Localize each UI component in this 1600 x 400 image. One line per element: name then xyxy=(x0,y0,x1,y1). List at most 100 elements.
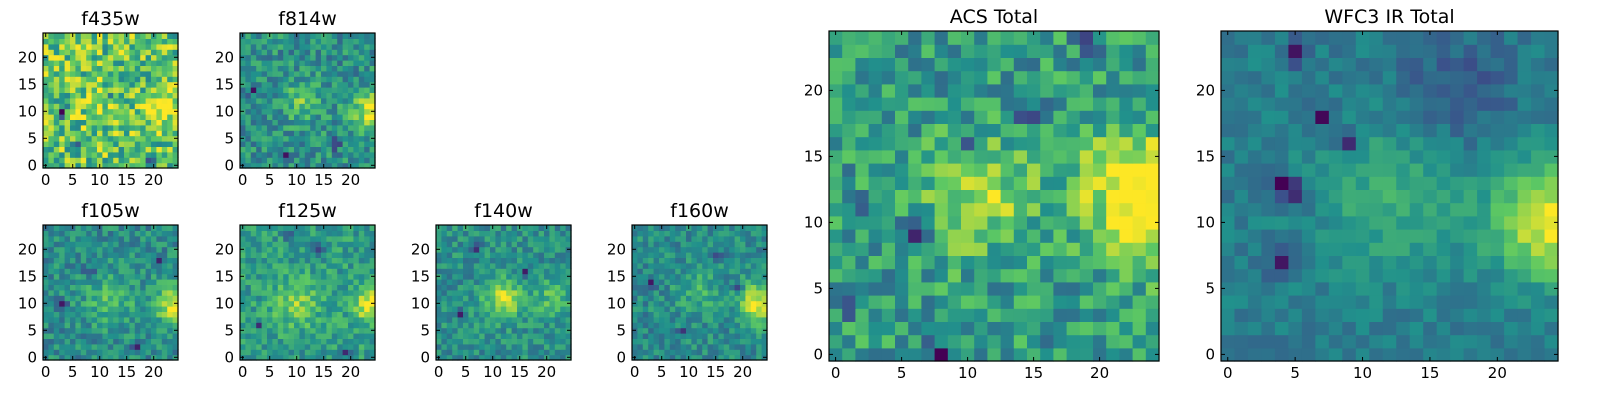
heatmap-cell xyxy=(315,151,322,158)
heatmap-cell xyxy=(756,273,763,280)
heatmap-cell xyxy=(1436,321,1451,336)
heatmap-cell xyxy=(43,119,49,126)
heatmap-cell xyxy=(1145,202,1160,217)
heatmap-cell xyxy=(544,230,550,237)
heatmap-cell xyxy=(97,49,103,56)
heatmap-cell xyxy=(868,149,883,164)
heatmap-cell xyxy=(97,273,103,280)
heatmap-cell xyxy=(506,327,513,334)
heatmap-cell xyxy=(436,241,442,248)
heatmap-cell xyxy=(1382,242,1397,256)
heatmap-cell xyxy=(702,246,709,253)
heatmap-cell xyxy=(97,295,103,302)
heatmap-cell xyxy=(261,241,268,248)
heatmap-cell xyxy=(245,157,252,164)
heatmap-cell xyxy=(267,262,273,269)
heatmap-cell xyxy=(64,97,71,104)
heatmap-cell xyxy=(70,322,76,329)
heatmap-cell xyxy=(124,268,130,275)
heatmap-cell xyxy=(315,65,322,72)
heatmap-cell xyxy=(102,273,109,280)
heatmap-cell xyxy=(48,76,55,83)
heatmap-cell xyxy=(1369,255,1384,270)
heatmap-cell xyxy=(245,268,252,275)
heatmap-cell xyxy=(315,135,322,142)
heatmap-cell xyxy=(315,235,322,242)
heatmap-cell xyxy=(1342,229,1357,243)
heatmap-cell xyxy=(549,311,556,318)
heatmap-cell xyxy=(659,333,665,339)
heatmap-cell xyxy=(161,146,168,153)
heatmap-cell xyxy=(1145,321,1160,336)
heatmap-cell xyxy=(855,215,870,230)
heatmap-cell xyxy=(659,322,665,329)
heatmap-cell xyxy=(842,123,856,138)
heatmap-cell xyxy=(761,230,768,237)
heatmap-cell xyxy=(642,343,649,350)
heatmap-cell xyxy=(167,130,174,137)
heatmap-cell xyxy=(353,38,360,45)
heatmap-cell xyxy=(1450,268,1465,283)
heatmap-cell xyxy=(358,235,365,242)
heatmap-cell xyxy=(637,311,644,318)
heatmap-cell xyxy=(554,230,561,237)
heatmap-cell xyxy=(326,246,333,253)
heatmap-cell xyxy=(1066,281,1081,296)
heatmap-cell xyxy=(53,333,60,339)
heatmap-cell xyxy=(353,279,360,285)
heatmap-cell xyxy=(947,83,962,98)
heatmap-cell xyxy=(691,316,698,323)
heatmap-cell xyxy=(321,262,327,269)
heatmap-cell xyxy=(59,327,66,334)
heatmap-cell xyxy=(59,316,66,323)
heatmap-cell xyxy=(868,242,883,256)
heatmap-cell xyxy=(140,246,147,253)
heatmap-cell xyxy=(156,76,163,83)
heatmap-cell xyxy=(921,123,936,138)
heatmap-cell xyxy=(723,322,730,329)
heatmap-cell xyxy=(1132,149,1147,164)
heatmap-cell xyxy=(500,354,507,361)
heatmap-cell xyxy=(75,87,82,93)
heatmap-cell xyxy=(1027,31,1041,45)
heatmap-cell xyxy=(908,44,922,58)
heatmap-cell xyxy=(369,130,376,137)
heatmap-cell xyxy=(59,108,66,115)
heatmap-cell xyxy=(664,262,671,269)
heatmap-cell xyxy=(734,333,741,339)
heatmap-cell xyxy=(277,327,284,334)
heatmap-cell xyxy=(740,284,746,291)
heatmap-cell xyxy=(1409,215,1424,230)
heatmap-cell xyxy=(86,119,93,126)
heatmap-cell xyxy=(326,235,333,242)
heatmap-cell xyxy=(53,311,60,318)
heatmap-cell xyxy=(283,354,290,361)
heatmap-cell xyxy=(118,65,125,72)
heatmap-cell xyxy=(457,316,464,323)
heatmap-cell xyxy=(554,279,561,285)
heatmap-cell xyxy=(118,54,125,61)
heatmap-cell xyxy=(256,81,263,88)
heatmap-cell xyxy=(245,279,252,285)
heatmap-cell xyxy=(680,262,687,269)
heatmap-cell xyxy=(86,81,93,88)
heatmap-cell xyxy=(70,135,76,142)
heatmap-cell xyxy=(1000,281,1015,296)
heatmap-cell xyxy=(484,289,491,296)
heatmap-cell xyxy=(1145,281,1160,296)
heatmap-cell xyxy=(1261,321,1276,336)
heatmap-cell xyxy=(1328,149,1343,164)
heatmap-cell xyxy=(348,157,354,164)
heatmap-cell xyxy=(315,124,322,131)
heatmap-cell xyxy=(288,273,295,280)
heatmap-cell xyxy=(167,241,174,248)
heatmap-cell xyxy=(1463,189,1478,204)
heatmap-cell xyxy=(167,235,174,242)
heatmap-cell xyxy=(1463,202,1478,217)
heatmap-cell xyxy=(118,327,125,334)
axes-frame xyxy=(239,32,376,169)
heatmap-cell xyxy=(490,241,496,248)
heatmap-cell xyxy=(80,279,87,285)
heatmap-cell xyxy=(102,300,109,307)
heatmap-cell xyxy=(113,108,120,115)
